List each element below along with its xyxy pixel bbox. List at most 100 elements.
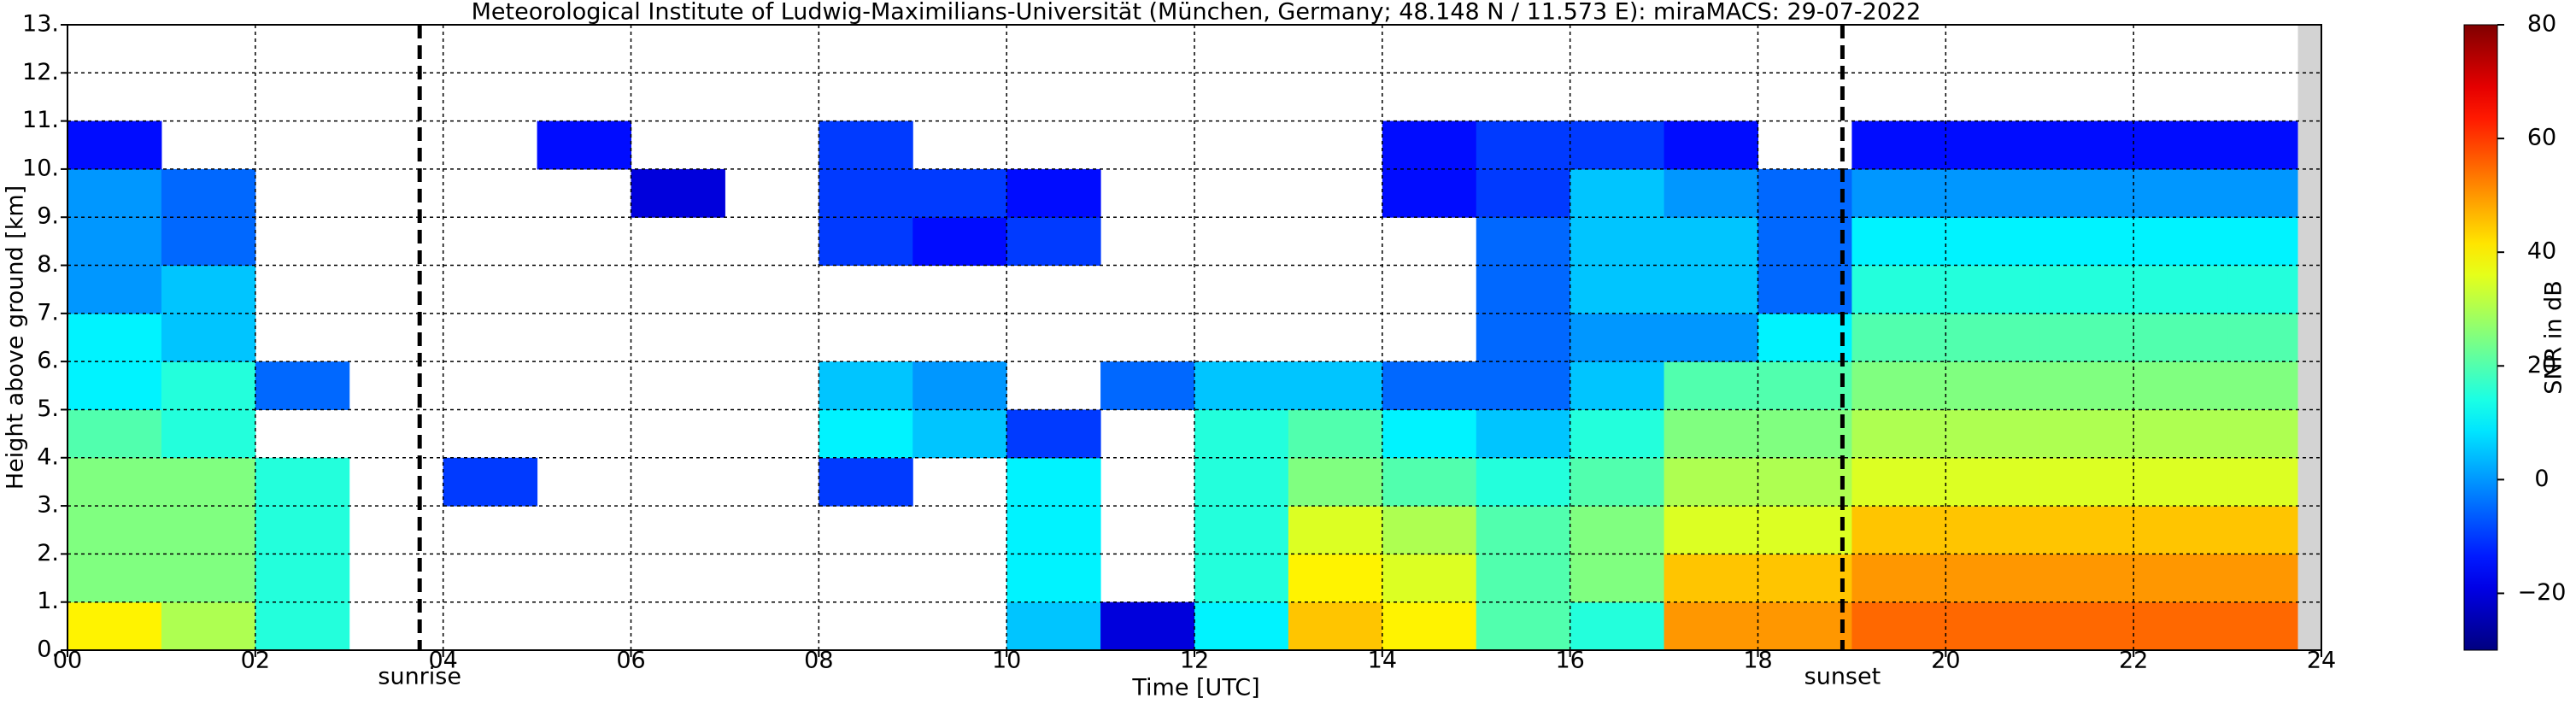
snr-cell [912,361,1007,410]
snr-cell [2133,313,2228,362]
snr-cell [1476,265,1571,314]
snr-cell [1851,601,1946,651]
snr-cell [1664,457,1758,507]
snr-cell [1570,506,1665,554]
snr-cell [1382,554,1477,603]
snr-cell [1664,313,1758,362]
snr-cell [819,217,913,267]
snr-cell [2133,601,2228,651]
snr-cell [1757,409,1852,459]
snr-cell [2133,217,2228,267]
x-tick-label: 00 [53,648,82,674]
snr-cell [2133,409,2228,459]
snr-cell [161,506,256,554]
snr-cell [819,409,913,459]
y-tick-label: 9. [37,203,59,230]
snr-cell [1664,361,1758,410]
snr-cell [67,168,162,218]
snr-cell [1851,313,1946,362]
snr-cell [255,361,350,410]
snr-cell [1945,601,2040,651]
y-tick-label: 0. [37,637,59,663]
snr-cell [1570,313,1665,362]
y-tick-label: 12. [22,59,59,85]
snr-cell [1851,361,1946,410]
snr-cell [1851,217,1946,267]
snr-cell [1570,361,1665,410]
snr-cell [819,457,913,507]
y-tick-label: 3. [37,492,59,519]
snr-cell [1006,217,1101,267]
snr-cell [1570,265,1665,314]
snr-cell [1476,313,1571,362]
snr-cell [161,601,256,651]
snr-cell [1664,409,1758,459]
snr-cell [1476,554,1571,603]
snr-cell [1945,361,2040,410]
colorbar-tick-label: 0 [2534,466,2549,492]
snr-cell [1757,554,1852,603]
snr-cell [1664,506,1758,554]
snr-cell [819,168,913,218]
snr-cell [1757,361,1852,410]
y-tick-label: 6. [37,348,59,374]
snr-cell [2039,361,2134,410]
snr-cell [2133,506,2228,554]
snr-cell [67,457,162,507]
snr-cell [2039,265,2134,314]
snr-cell [1476,601,1571,651]
snr-cell [1570,120,1665,170]
snr-cell [2039,168,2134,218]
snr-cell [1664,554,1758,603]
snr-cell [1851,554,1946,603]
snr-cell [1194,457,1289,507]
snr-cell [1288,601,1383,651]
snr-cell [2039,554,2134,603]
snr-cell [1006,554,1101,603]
x-tick-label: 14 [1368,648,1397,674]
y-axis-label: Height above ground [km] [3,185,29,490]
snr-cell [1945,506,2040,554]
snr-cell [1194,506,1289,554]
snr-cell [912,217,1007,267]
snr-cell [255,506,350,554]
snr-cell [161,361,256,410]
snr-cell [1194,361,1289,410]
x-tick-label: 08 [804,648,833,674]
snr-cell [2039,457,2134,507]
snr-cell [1006,409,1101,459]
snr-cell [1664,265,1758,314]
snr-cell [1945,168,2040,218]
snr-cell [1945,120,2040,170]
snr-cell [2039,313,2134,362]
snr-cell [67,554,162,603]
event-label: sunrise [378,664,461,690]
snr-cell [1476,409,1571,459]
snr-cell [67,409,162,459]
colorbar-label: SNR in dB [2541,280,2567,395]
snr-cell [1100,361,1195,410]
chart-title: Meteorological Institute of Ludwig-Maxim… [472,0,1922,26]
snr-cell [1382,409,1477,459]
snr-cell [1382,506,1477,554]
snr-cell [1382,361,1477,410]
snr-cell [1194,409,1289,459]
snr-cell [161,168,256,218]
snr-cell [67,361,162,410]
colorbar [2463,24,2498,651]
snr-cell [1851,265,1946,314]
snr-cell [443,457,538,507]
x-tick-label: 16 [1555,648,1584,674]
snr-cell [912,168,1007,218]
snr-cell [1664,217,1758,267]
snr-cell [1382,168,1477,218]
snr-cell [161,554,256,603]
snr-cell [1288,409,1383,459]
snr-cell [2039,409,2134,459]
snr-cell [1945,217,2040,267]
snr-cell [1851,120,1946,170]
snr-cell [2039,601,2134,651]
snr-cell [2133,554,2228,603]
snr-cell [1288,457,1383,507]
